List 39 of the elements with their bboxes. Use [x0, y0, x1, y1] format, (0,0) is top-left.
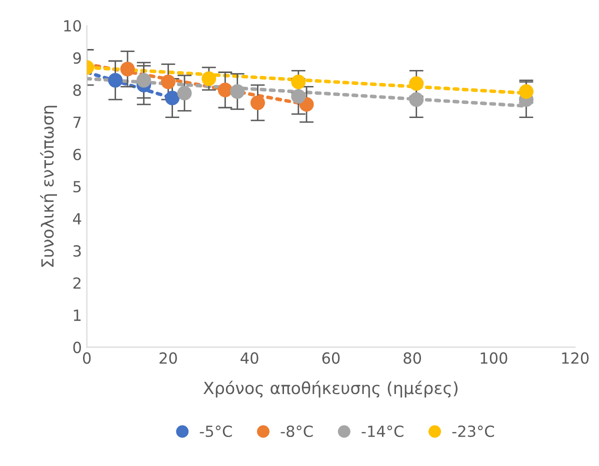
y-tick-label: 8	[73, 84, 81, 96]
point	[160, 74, 176, 90]
y-tick-label: 4	[73, 213, 82, 224]
point	[177, 86, 192, 100]
y-tick-label: 2	[73, 277, 80, 289]
point	[518, 84, 534, 99]
x-tick-label: 100	[480, 352, 508, 364]
x-tick-label: 0	[83, 352, 91, 364]
point	[291, 89, 306, 104]
point	[120, 62, 135, 76]
y-tick-label: 7	[74, 116, 81, 128]
legend-label: -14°C	[362, 426, 404, 438]
point	[108, 73, 123, 88]
y-tick-label: 9	[73, 52, 81, 64]
legend-label: -23°C	[452, 426, 494, 438]
point	[202, 71, 216, 86]
point	[218, 82, 232, 98]
y-tick-label: 0	[73, 342, 81, 354]
y-axis-title: Συνολική εντύπωση	[40, 106, 57, 267]
point	[409, 76, 424, 91]
x-tick-label: 120	[562, 352, 589, 364]
x-tick-label: 20	[160, 352, 177, 364]
point	[409, 92, 424, 107]
legend-label: -8°C	[280, 426, 313, 438]
point	[291, 74, 306, 90]
y-tick-label: 1	[74, 310, 81, 321]
y-tick-label: 10	[64, 20, 81, 32]
y-tick-label: 3	[73, 245, 81, 257]
x-tick-label: 40	[240, 352, 258, 364]
x-axis-title: Χρόνος αποθήκευσης (ημέρες)	[203, 380, 458, 398]
point	[250, 96, 266, 110]
point	[136, 73, 152, 88]
legend-label: -5°C	[200, 426, 232, 438]
x-tick-label: 60	[322, 352, 340, 364]
point	[230, 84, 245, 99]
y-tick-label: 6	[73, 148, 82, 160]
y-tick-label: 5	[73, 181, 81, 192]
point	[165, 90, 180, 106]
x-tick-label: 80	[404, 352, 422, 364]
